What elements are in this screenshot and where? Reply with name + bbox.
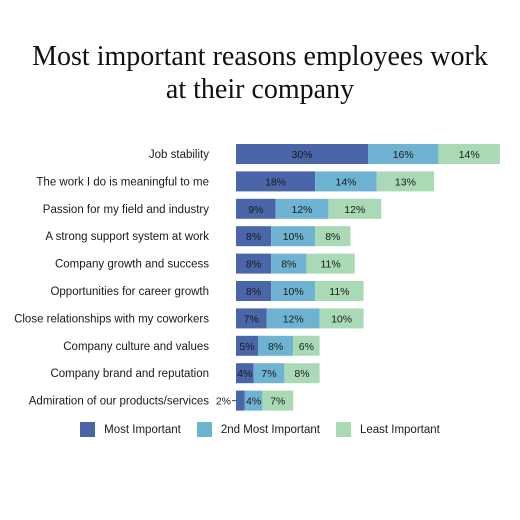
value-label-the-work-i-do-is-meaningful-to-me-least-important: 13% [395,176,416,188]
bar-job-stability-most-important [236,144,368,164]
value-label-close-relationships-with-my-coworkers-least-important: 10% [331,313,352,325]
bar-the-work-i-do-is-meaningful-to-me-most-important [236,171,316,192]
chart-title: Most important reasons employees work at… [32,41,488,105]
bar-admiration-of-our-products-services-most-important [236,390,245,411]
legend-label-least-important: Least Important [359,423,440,436]
value-label-the-work-i-do-is-meaningful-to-me-2nd-most-important: 14% [335,176,356,188]
bar-a-strong-support-system-at-work-2nd-most-important [271,226,316,247]
bar-company-growth-and-success-most-important [236,253,272,274]
bar-company-brand-and-reputation-most-important [236,363,254,384]
category-label-company-growth-and-success: Company growth and success [55,259,209,271]
bar-job-stability-least-important [438,144,500,164]
value-label-company-growth-and-success-least-important: 11% [320,259,340,271]
bar-company-culture-and-values-2nd-most-important [258,335,294,356]
value-label-a-strong-support-system-at-work-most-important: 8% [246,231,261,243]
value-label-opportunities-for-career-growth-most-important: 8% [246,286,261,298]
legend-label-most-important: Most Important [104,423,181,436]
value-label-the-work-i-do-is-meaningful-to-me-most-important: 18% [265,176,286,188]
value-label-close-relationships-with-my-coworkers-most-important: 7% [244,313,259,325]
bar-a-strong-support-system-at-work-most-important [236,226,272,247]
bar-passion-for-my-field-and-industry-2nd-most-important [275,198,329,219]
bar-company-culture-and-values-most-important [236,335,258,356]
value-label-passion-for-my-field-and-industry-least-important: 12% [344,204,365,216]
category-label-opportunities-for-career-growth: Opportunities for career growth [50,286,209,298]
value-label-company-brand-and-reputation-least-important: 8% [294,368,309,380]
bar-close-relationships-with-my-coworkers-least-important [319,308,364,329]
bar-job-stability-2nd-most-important [368,144,439,164]
bar-close-relationships-with-my-coworkers-2nd-most-important [266,308,320,329]
value-label-opportunities-for-career-growth-2nd-most-important: 10% [283,286,304,298]
bar-opportunities-for-career-growth-most-important [236,281,272,301]
legend-item-2nd-most-important: 2nd Most Important [196,422,320,437]
value-label-company-brand-and-reputation-most-important: 4% [237,368,252,380]
value-label-admiration-of-our-products-services-2nd-most-important: 4% [246,396,261,408]
category-label-job-stability: Job stability [149,149,209,161]
value-label-a-strong-support-system-at-work-2nd-most-important: 10% [283,231,304,243]
bar-a-strong-support-system-at-work-least-important [315,226,351,247]
bar-opportunities-for-career-growth-least-important [315,281,364,301]
bar-company-brand-and-reputation-2nd-most-important [253,363,285,384]
legend-swatch-least-important [335,422,351,437]
bar-the-work-i-do-is-meaningful-to-me-least-important [376,171,434,192]
bar-admiration-of-our-products-services-least-important [262,390,294,411]
value-label-job-stability-2nd-most-important: 16% [393,149,414,161]
value-label-passion-for-my-field-and-industry-most-important: 9% [248,204,263,216]
legend-item-least-important: Least Important [335,422,440,437]
bar-company-growth-and-success-2nd-most-important [271,253,307,274]
chart-legend: Most Important 2nd Most Important Least … [0,422,520,437]
bar-admiration-of-our-products-services-2nd-most-important [244,390,263,411]
legend-label-2nd-most-important: 2nd Most Important [220,423,320,436]
category-label-the-work-i-do-is-meaningful-to-me: The work I do is meaningful to me [36,176,209,188]
bar-close-relationships-with-my-coworkers-most-important [236,308,267,329]
category-label-passion-for-my-field-and-industry: Passion for my field and industry [43,204,209,216]
legend-swatch-most-important [80,422,96,437]
bar-the-work-i-do-is-meaningful-to-me-2nd-most-important [315,171,377,192]
value-label-company-growth-and-success-most-important: 8% [246,259,261,271]
value-label-a-strong-support-system-at-work-least-important: 8% [325,231,340,243]
value-label-company-culture-and-values-most-important: 5% [239,341,254,353]
bar-passion-for-my-field-and-industry-most-important [236,198,276,219]
bar-company-growth-and-success-least-important [306,253,355,274]
category-label-company-brand-and-reputation: Company brand and reputation [50,368,209,380]
category-label-a-strong-support-system-at-work: A strong support system at work [45,231,209,243]
value-label-passion-for-my-field-and-industry-2nd-most-important: 12% [291,204,312,216]
value-label-company-brand-and-reputation-2nd-most-important: 7% [261,368,276,380]
category-label-company-culture-and-values: Company culture and values [63,341,209,353]
bar-passion-for-my-field-and-industry-least-important [328,198,382,219]
category-label-admiration-of-our-products-services: Admiration of our products/services [29,396,209,408]
value-label-close-relationships-with-my-coworkers-2nd-most-important: 12% [283,313,304,325]
bar-company-brand-and-reputation-least-important [284,363,320,384]
bar-opportunities-for-career-growth-2nd-most-important [271,281,316,301]
value-label-admiration-of-our-products-services-most-important: 2% [216,396,231,408]
bar-company-culture-and-values-least-important [293,335,320,356]
legend-swatch-2nd-most-important [196,422,212,437]
value-label-opportunities-for-career-growth-least-important: 11% [329,286,349,298]
value-label-company-growth-and-success-2nd-most-important: 8% [281,259,296,271]
category-label-close-relationships-with-my-coworkers: Close relationships with my coworkers [14,313,209,325]
legend-item-most-important: Most Important [80,422,181,437]
value-label-company-culture-and-values-2nd-most-important: 8% [268,341,283,353]
value-label-job-stability-most-important: 30% [291,149,312,161]
value-label-job-stability-least-important: 14% [459,149,480,161]
value-label-company-culture-and-values-least-important: 6% [299,341,314,353]
value-label-admiration-of-our-products-services-least-important: 7% [270,396,285,408]
